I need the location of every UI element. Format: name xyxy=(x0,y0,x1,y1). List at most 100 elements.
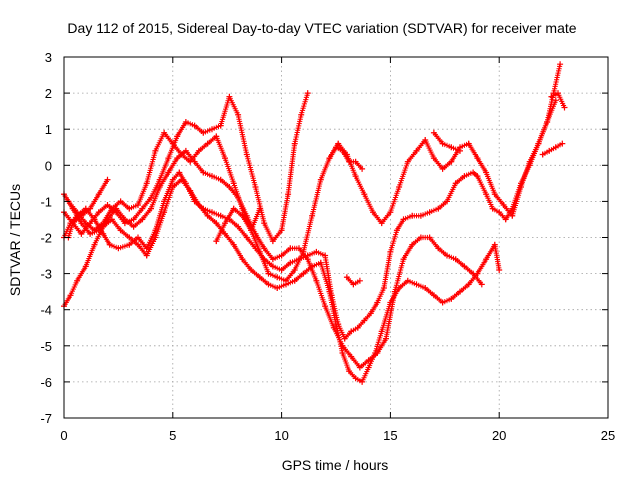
data-point xyxy=(483,256,490,263)
data-point xyxy=(235,223,242,230)
data-point xyxy=(474,155,481,162)
y-tick-label: -2 xyxy=(40,231,52,246)
data-point xyxy=(544,119,551,125)
data-point xyxy=(465,281,472,288)
data-point xyxy=(117,227,124,234)
data-point xyxy=(87,205,94,212)
series-8 xyxy=(430,129,463,154)
data-point xyxy=(317,259,324,266)
data-point xyxy=(139,216,146,223)
data-point xyxy=(230,205,237,212)
data-point xyxy=(430,292,437,299)
data-point xyxy=(130,223,137,230)
data-point xyxy=(396,184,403,190)
data-point xyxy=(365,364,372,371)
data-point xyxy=(256,248,263,255)
data-point xyxy=(139,205,146,212)
data-point xyxy=(135,241,141,248)
series-5 xyxy=(65,176,111,241)
data-point xyxy=(470,169,477,176)
data-point xyxy=(326,155,333,162)
data-point xyxy=(265,281,272,288)
data-point xyxy=(161,209,168,216)
data-point xyxy=(444,198,450,205)
y-tick-label: -6 xyxy=(40,375,52,390)
data-point xyxy=(309,212,316,219)
data-point xyxy=(195,202,202,208)
data-point xyxy=(546,147,553,154)
series-3 xyxy=(61,90,311,245)
data-point xyxy=(365,357,372,364)
data-point xyxy=(333,144,339,151)
data-point xyxy=(74,277,81,284)
data-point xyxy=(182,119,189,125)
data-point xyxy=(148,205,154,212)
data-point xyxy=(352,173,359,180)
data-point xyxy=(304,256,311,263)
data-point xyxy=(422,137,429,143)
data-point xyxy=(559,140,566,147)
data-point xyxy=(354,324,361,331)
data-point xyxy=(226,93,233,100)
data-point xyxy=(552,97,559,104)
data-point xyxy=(341,335,348,342)
data-point xyxy=(269,263,276,270)
data-point xyxy=(82,263,89,270)
data-point xyxy=(74,209,81,216)
data-point xyxy=(239,256,246,263)
data-point xyxy=(356,277,363,284)
series-3-markers xyxy=(61,92,310,244)
data-point xyxy=(261,245,268,252)
data-point xyxy=(143,180,150,187)
data-point xyxy=(452,180,459,187)
data-point xyxy=(346,158,353,165)
data-point xyxy=(213,220,220,227)
series-3-track xyxy=(63,92,309,242)
data-point xyxy=(457,147,463,154)
data-point xyxy=(78,230,85,237)
data-point xyxy=(439,299,446,306)
data-point xyxy=(209,209,215,216)
data-point xyxy=(176,169,183,176)
series-9-track xyxy=(542,142,563,156)
axis-ticks xyxy=(63,56,609,419)
data-point xyxy=(130,216,137,223)
x-tick-label: 5 xyxy=(169,428,176,443)
data-point xyxy=(213,133,220,140)
data-point xyxy=(69,220,76,227)
y-tick-label: -7 xyxy=(40,411,52,426)
data-point xyxy=(204,140,211,147)
data-point xyxy=(367,310,374,317)
data-point xyxy=(378,220,385,227)
data-point xyxy=(161,129,168,136)
data-point xyxy=(518,184,524,190)
data-point xyxy=(78,212,85,219)
x-tick-label: 15 xyxy=(383,428,397,443)
data-point xyxy=(106,241,113,248)
data-point xyxy=(104,176,111,183)
data-point xyxy=(117,198,124,205)
data-point xyxy=(322,252,329,259)
data-point xyxy=(343,274,350,281)
data-point xyxy=(330,324,337,331)
series-8-markers xyxy=(431,130,461,153)
data-point xyxy=(165,155,172,162)
data-point xyxy=(222,220,228,227)
data-point xyxy=(339,342,346,349)
data-point xyxy=(352,158,359,165)
data-point xyxy=(339,147,346,154)
data-point xyxy=(152,147,159,154)
data-point xyxy=(489,205,496,212)
data-point xyxy=(548,93,555,100)
y-tick-label: -4 xyxy=(40,303,52,318)
data-point xyxy=(461,263,468,270)
data-point xyxy=(298,111,305,118)
data-point xyxy=(243,151,250,158)
series-7 xyxy=(326,144,366,172)
y-tick-label: 0 xyxy=(45,158,52,173)
data-point xyxy=(435,205,442,212)
data-point xyxy=(278,252,285,259)
data-point xyxy=(417,234,424,241)
data-point xyxy=(174,133,181,140)
data-point xyxy=(383,335,389,342)
